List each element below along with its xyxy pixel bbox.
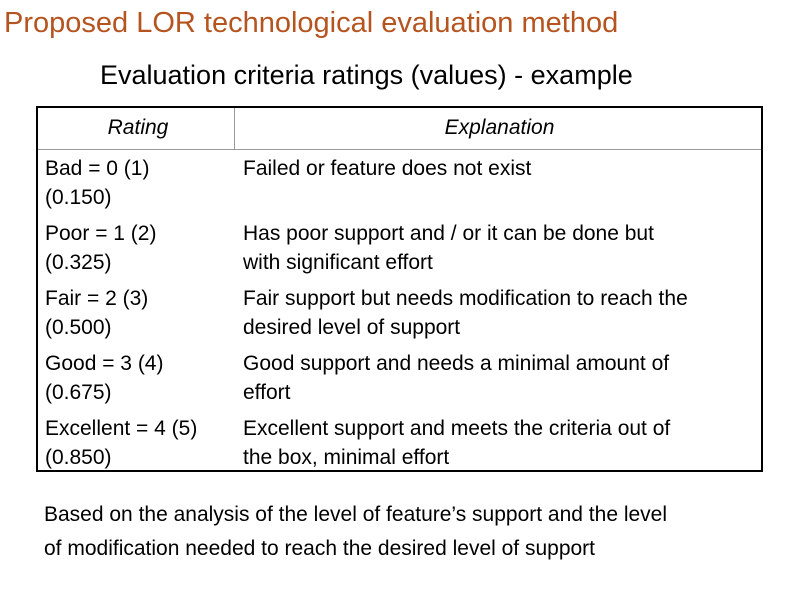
rating-cell: Poor = 1 (2) (0.325) [45, 222, 157, 274]
header-explanation: Explanation [444, 116, 555, 139]
table-row: Fair = 2 (3) (0.500) Fair support but ne… [38, 280, 761, 345]
explanation-cell: Fair support but needs modification to r… [243, 287, 688, 339]
explanation-cell: Has poor support and / or it can be done… [243, 222, 654, 274]
table-row: Excellent = 4 (5) (0.850) Excellent supp… [38, 410, 761, 475]
header-column-divider [234, 108, 235, 150]
rating-cell: Bad = 0 (1) (0.150) [45, 157, 150, 209]
explanation-cell: Good support and needs a minimal amount … [243, 352, 670, 404]
table-header-row: Rating Explanation [38, 108, 761, 150]
rating-cell: Fair = 2 (3) (0.500) [45, 287, 149, 339]
slide-subtitle: Evaluation criteria ratings (values) - e… [100, 60, 633, 90]
table-row: Good = 3 (4) (0.675) Good support and ne… [38, 345, 761, 410]
explanation-cell: Excellent support and meets the criteria… [243, 417, 671, 469]
explanation-cell: Failed or feature does not exist [243, 157, 532, 180]
rating-cell: Good = 3 (4) (0.675) [45, 352, 164, 404]
rating-cell: Excellent = 4 (5) (0.850) [45, 417, 198, 469]
ratings-table: Rating Explanation Bad = 0 (1) (0.150) F… [36, 106, 763, 472]
footer-note: Based on the analysis of the level of fe… [44, 503, 668, 560]
table-row: Bad = 0 (1) (0.150) Failed or feature do… [38, 150, 761, 215]
slide-title: Proposed LOR technological evaluation me… [4, 7, 619, 39]
header-rating: Rating [107, 116, 169, 139]
table-row: Poor = 1 (2) (0.325) Has poor support an… [38, 215, 761, 280]
